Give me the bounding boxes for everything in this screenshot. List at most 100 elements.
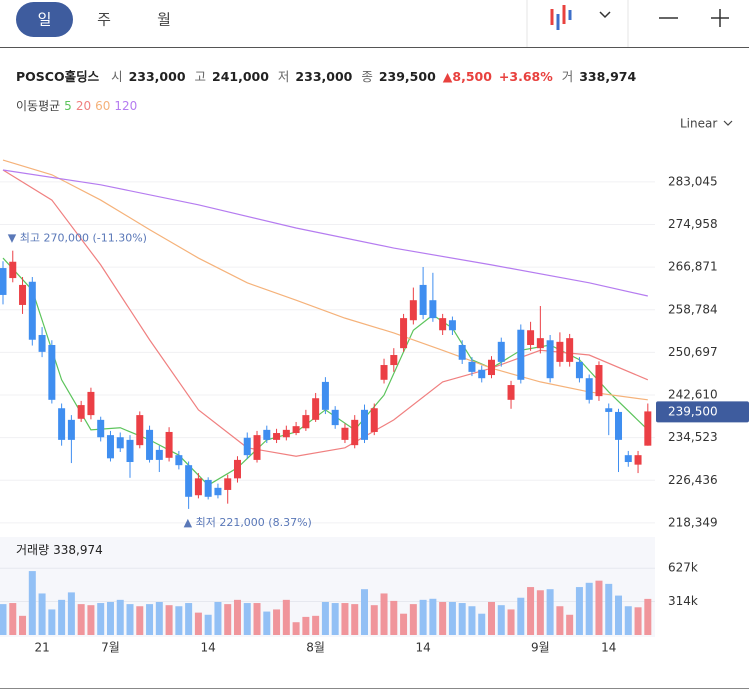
candle-body — [634, 455, 642, 465]
volume-bar — [575, 587, 583, 635]
volume-bar — [185, 603, 193, 635]
candle-body — [194, 478, 202, 496]
volume-bar — [214, 601, 222, 635]
candle-body — [58, 408, 66, 440]
candle-body — [468, 361, 476, 372]
tab-selected[interactable] — [16, 2, 73, 37]
candle-body — [28, 281, 36, 340]
volume-bar — [448, 601, 456, 635]
legend-entry: 60 — [95, 99, 110, 113]
candle-body — [175, 455, 183, 466]
volume-legend: 거래량 338,974 — [16, 543, 103, 557]
volume-bar — [400, 613, 408, 635]
volume-bar — [233, 599, 241, 635]
volume-bar — [527, 587, 535, 635]
candle-body — [106, 435, 114, 459]
volume-bar — [136, 606, 144, 635]
candle-body — [224, 478, 232, 490]
quote-info: POSCO홀딩스 시 233,000 고 241,000 저 233,000 종… — [16, 69, 636, 84]
y-tick-label: 226,436 — [668, 473, 718, 487]
volume-bar — [194, 612, 202, 635]
volume-value: 338,974 — [53, 543, 103, 557]
ma-line — [2, 159, 648, 401]
volume-bar — [585, 582, 593, 635]
candle-body — [497, 341, 505, 362]
candle-body — [419, 284, 427, 315]
volume-bar — [38, 593, 46, 635]
volume-bar — [146, 604, 154, 635]
tab-month[interactable]: 월 — [157, 11, 171, 29]
volume-bar — [615, 595, 623, 635]
y-tick-label: 218,349 — [668, 515, 718, 529]
y-tick-label: 266,871 — [668, 260, 718, 274]
candle-body — [243, 437, 251, 456]
volume-bar — [517, 597, 525, 635]
label: 종 — [361, 69, 373, 84]
label: 고 — [195, 69, 207, 84]
volume-bar — [468, 606, 476, 635]
change-pct: +3.68% — [499, 69, 553, 84]
candle-body — [312, 398, 320, 420]
candle-body — [575, 361, 583, 379]
candle-body — [448, 320, 456, 331]
candle-body — [233, 459, 241, 479]
volume-bar — [9, 603, 17, 635]
scale-dropdown[interactable] — [723, 120, 733, 126]
y-tick-label: 274,958 — [668, 217, 718, 231]
dropdown-icon[interactable] — [599, 11, 611, 19]
volume-tick-label: 314k — [668, 594, 698, 608]
candle-body — [458, 345, 466, 360]
volume-bar — [478, 613, 486, 635]
candle-body — [644, 411, 652, 446]
candle-body — [585, 378, 593, 400]
candle-body — [165, 431, 173, 458]
candle-body — [360, 409, 368, 440]
label: 저 — [278, 69, 290, 84]
value: 338,974 — [579, 69, 636, 84]
volume-bar — [360, 589, 368, 635]
value: 233,000 — [129, 69, 186, 84]
volume-bar — [263, 611, 271, 635]
y-tick-label: 242,610 — [668, 388, 718, 402]
stock-name: POSCO홀딩스 — [16, 69, 100, 84]
legend-entry: 20 — [76, 99, 91, 113]
volume-bar — [605, 583, 613, 635]
label: 거 — [562, 69, 574, 84]
price-tag-label: 239,500 — [668, 404, 718, 418]
legend-entry: 120 — [114, 99, 137, 113]
candle-body — [409, 300, 417, 321]
x-tick-label: 21 — [34, 641, 49, 655]
ma-line — [2, 257, 649, 486]
candle-body — [282, 429, 290, 438]
candle-body — [488, 359, 495, 376]
candle-body — [19, 284, 27, 305]
x-tick-label: 8월 — [306, 641, 325, 655]
candle-body — [536, 338, 544, 349]
volume-bar — [155, 601, 163, 635]
scale-mode[interactable]: Linear — [680, 117, 717, 131]
volume-bar — [106, 601, 114, 635]
candle-body — [214, 487, 222, 496]
candle-body — [253, 435, 261, 460]
candle-body — [546, 340, 554, 379]
value: 233,000 — [295, 69, 352, 84]
volume-bar — [253, 603, 261, 635]
candle-body — [146, 429, 154, 460]
chart-type-icon[interactable] — [550, 5, 572, 30]
candle-body — [380, 365, 388, 380]
label: 시 — [111, 69, 123, 84]
volume-bar — [312, 615, 320, 635]
candle-body — [9, 261, 17, 279]
ma-line — [2, 169, 649, 457]
candle-body — [0, 268, 7, 295]
volume-bar — [77, 604, 85, 635]
candle-body — [605, 408, 613, 412]
tab-day[interactable]: 일 — [38, 11, 52, 29]
candle-body — [185, 465, 193, 497]
zoom-in-icon[interactable] — [711, 9, 729, 27]
candle-body — [566, 338, 574, 362]
volume-bar — [341, 603, 349, 635]
tab-week[interactable]: 주 — [97, 11, 111, 29]
candle-body — [517, 329, 525, 380]
volume-bar — [19, 615, 27, 635]
